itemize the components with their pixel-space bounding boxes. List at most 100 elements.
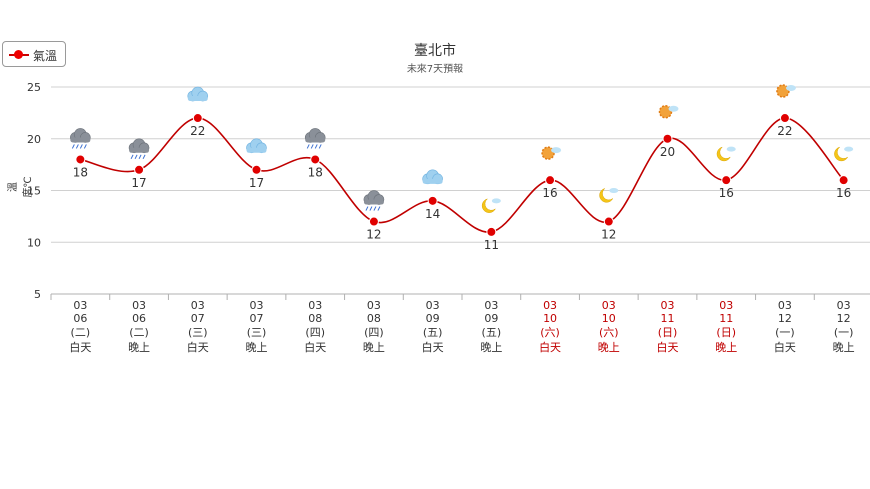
- x-tick-weekday: (一): [834, 326, 854, 339]
- data-point: [486, 226, 497, 237]
- cloud-icon: [422, 169, 443, 185]
- x-tick-day: 10: [602, 312, 616, 325]
- y-tick-label: 10: [27, 236, 41, 249]
- x-tick-period: 白天: [422, 340, 444, 354]
- data-point: [838, 175, 849, 186]
- data-label: 17: [131, 176, 146, 190]
- x-tick-day: 08: [367, 312, 381, 325]
- rain-cloud-icon: [363, 190, 385, 211]
- data-point: [368, 216, 379, 227]
- data-label: 12: [366, 228, 381, 242]
- data-point: [721, 175, 732, 186]
- data-point: [251, 164, 262, 175]
- data-label: 16: [719, 186, 734, 200]
- x-tick-month: 03: [602, 299, 616, 312]
- data-label: 22: [777, 124, 792, 138]
- x-tick-day: 09: [426, 312, 440, 325]
- x-tick-period: 晚上: [480, 341, 502, 354]
- data-point: [427, 195, 438, 206]
- moon-cloud-icon: [599, 188, 619, 203]
- x-tick-weekday: (日): [716, 326, 736, 339]
- x-tick-month: 03: [778, 299, 792, 312]
- x-tick-day: 06: [73, 312, 87, 325]
- chart-subtitle: 未來7天預報: [406, 64, 464, 75]
- x-tick-day: 06: [132, 312, 146, 325]
- data-point: [779, 113, 790, 124]
- x-tick-period: 白天: [187, 340, 209, 354]
- data-label: 11: [484, 238, 499, 252]
- data-label: 17: [249, 176, 264, 190]
- data-point: [545, 175, 556, 186]
- x-tick-month: 03: [719, 299, 733, 312]
- data-label: 12: [601, 228, 616, 242]
- x-tick-weekday: (五): [423, 326, 443, 339]
- data-point: [192, 113, 203, 124]
- x-tick-period: 白天: [304, 340, 326, 354]
- chart-title: 臺北市: [414, 43, 456, 59]
- sun-cloud-icon: [776, 84, 796, 98]
- legend-dot-marker: [14, 50, 23, 59]
- data-label: 22: [190, 124, 205, 138]
- x-tick-period: 白天: [69, 340, 91, 354]
- y-tick-label: 5: [34, 288, 41, 301]
- sun-cloud-icon: [541, 146, 562, 160]
- y-tick-label: 25: [27, 81, 41, 94]
- data-label: 18: [73, 165, 88, 179]
- x-tick-month: 03: [308, 299, 322, 312]
- legend-label: 氣溫: [33, 49, 58, 63]
- x-tick-period: 白天: [774, 340, 796, 354]
- x-tick-month: 03: [661, 299, 675, 312]
- data-label: 16: [836, 186, 851, 200]
- x-tick-weekday: (五): [482, 326, 502, 339]
- x-tick-period: 晚上: [363, 341, 385, 354]
- x-tick-month: 03: [426, 299, 440, 312]
- x-tick-month: 03: [543, 299, 557, 312]
- x-tick-day: 11: [661, 312, 675, 325]
- moon-cloud-icon: [834, 146, 854, 162]
- legend[interactable]: 氣溫: [2, 41, 66, 67]
- x-tick-day: 07: [191, 312, 205, 325]
- moon-cloud-icon: [481, 198, 501, 213]
- data-point: [603, 216, 614, 227]
- x-tick-month: 03: [132, 299, 146, 312]
- x-tick-month: 03: [837, 299, 851, 312]
- y-tick-label: 20: [27, 133, 41, 146]
- x-tick-day: 09: [484, 312, 498, 325]
- data-label: 16: [542, 186, 557, 200]
- data-label: 20: [660, 145, 675, 159]
- x-tick-period: 晚上: [715, 341, 737, 354]
- data-label: 14: [425, 207, 440, 221]
- x-tick-period: 晚上: [128, 341, 150, 354]
- x-tick-weekday: (三): [247, 326, 267, 339]
- rain-cloud-icon: [304, 128, 326, 149]
- rain-cloud-icon: [128, 138, 150, 160]
- x-tick-period: 白天: [539, 340, 561, 354]
- x-tick-day: 08: [308, 312, 322, 325]
- data-point: [134, 164, 145, 175]
- cloud-icon: [187, 86, 209, 102]
- rain-cloud-icon: [70, 128, 91, 149]
- y-axis-title: 溫度℃: [8, 176, 34, 198]
- x-tick-period: 晚上: [246, 341, 268, 354]
- data-point: [662, 133, 673, 144]
- x-tick-month: 03: [250, 299, 264, 312]
- x-tick-month: 03: [191, 299, 205, 312]
- x-tick-weekday: (一): [775, 326, 795, 339]
- x-tick-month: 03: [484, 299, 498, 312]
- x-tick-period: 晚上: [598, 341, 620, 354]
- x-tick-weekday: (六): [540, 326, 560, 339]
- y-tick-label: 15: [27, 185, 41, 198]
- x-tick-weekday: (四): [364, 326, 384, 339]
- x-tick-weekday: (二): [71, 326, 91, 339]
- x-tick-weekday: (四): [305, 326, 325, 339]
- x-tick-day: 07: [250, 312, 264, 325]
- data-label: 18: [308, 165, 323, 179]
- cloud-icon: [246, 138, 267, 154]
- moon-cloud-icon: [716, 146, 736, 162]
- sun-cloud-icon: [658, 105, 679, 119]
- x-tick-weekday: (日): [658, 326, 678, 339]
- x-tick-day: 11: [719, 312, 733, 325]
- data-point: [310, 154, 321, 165]
- x-tick-day: 12: [778, 312, 792, 325]
